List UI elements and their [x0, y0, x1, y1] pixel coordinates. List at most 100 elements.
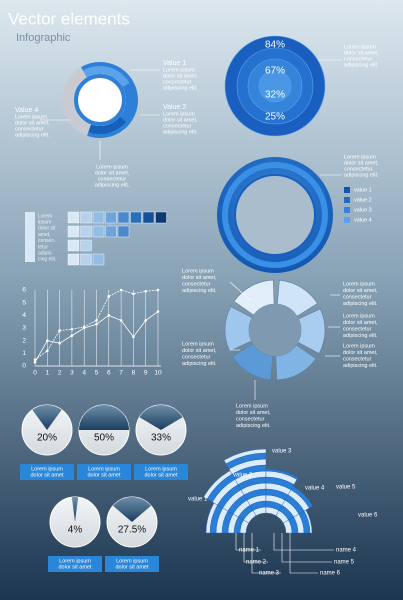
pie-value: 50%	[94, 433, 114, 444]
caption-line: consectetur	[344, 56, 373, 62]
caption-box	[77, 464, 131, 480]
caption-line: dolor sit amet,	[15, 120, 50, 126]
caption-line: Lorem ipsum	[163, 111, 195, 117]
y-tick-label: 3	[22, 325, 26, 332]
fan-name: name 1	[239, 548, 260, 554]
y-tick-label: 0	[22, 363, 26, 370]
pie-slice	[112, 496, 152, 522]
block	[80, 239, 92, 252]
block	[80, 225, 92, 238]
fan-name: name 4	[336, 548, 357, 554]
caption-line: consectetur	[343, 356, 372, 362]
circle-value: 25%	[265, 112, 285, 123]
caption-line: tetur	[38, 244, 48, 250]
ring-hole	[234, 174, 316, 256]
caption-line: adipiscing elit.	[344, 172, 379, 178]
y-tick-label: 4	[22, 312, 26, 319]
series-point	[95, 319, 98, 322]
pie-slice	[79, 405, 129, 430]
caption-line: adipiscing elit.	[95, 182, 130, 188]
series-point	[156, 288, 160, 292]
caption-line: consectetur	[98, 176, 127, 182]
x-tick-label: 6	[107, 370, 111, 377]
series-point	[46, 349, 49, 353]
caption-line: adipiscing elit.	[236, 423, 271, 429]
y-tick-label: 5	[22, 299, 26, 306]
series-point	[70, 327, 74, 331]
series-point	[58, 341, 61, 345]
caption-line: dolor sit amet,	[343, 350, 378, 356]
fan-name: name 2	[246, 560, 267, 566]
caption-line: adipiscing elit.	[182, 361, 217, 367]
caption-box	[48, 556, 102, 572]
block	[67, 225, 80, 238]
fan-name: name 6	[320, 571, 341, 577]
title: Vector elements	[8, 9, 130, 28]
series-line	[34, 289, 159, 360]
leader-line	[229, 281, 251, 301]
fan-value: value 1	[188, 497, 208, 503]
block	[92, 253, 105, 266]
caption-line: consectetur	[182, 354, 211, 360]
circle-value: 67%	[265, 66, 285, 77]
block	[92, 211, 105, 224]
series-point	[107, 314, 111, 317]
caption-line: dolor sit amet	[58, 564, 91, 570]
series-point	[33, 360, 37, 364]
value-label: Value 4	[15, 107, 38, 114]
series-point	[119, 319, 123, 322]
block	[117, 211, 130, 224]
series-point	[95, 322, 98, 326]
caption-line: Lorem ipsum	[236, 403, 268, 409]
caption-line: dolor sit	[38, 226, 56, 232]
circle-level	[258, 69, 292, 103]
pie-value: 27.5%	[118, 525, 146, 536]
caption-line: ipsum	[38, 220, 51, 226]
series-point	[107, 295, 111, 298]
block	[105, 225, 117, 238]
caption-line: consectetur	[163, 79, 192, 85]
caption-line: dolor sit amet	[115, 564, 148, 570]
pie-value: 33%	[151, 433, 171, 444]
legend-label: value 1	[354, 187, 372, 193]
fan-value: value 3	[272, 449, 292, 455]
caption-line: consectetur	[344, 166, 373, 172]
fan-name: name 3	[259, 571, 280, 577]
legend-label: value 4	[354, 217, 372, 223]
fan-band	[290, 485, 314, 509]
caption-line: consec-	[38, 238, 56, 244]
caption-line: Lorem ipsum	[88, 466, 120, 472]
caption-line: adipiscing elit.	[343, 301, 378, 307]
caption-line: dolor sit amet	[30, 472, 63, 478]
block	[67, 239, 80, 252]
ring-band	[222, 162, 328, 268]
subtitle: Infographic	[16, 32, 71, 44]
series-point	[144, 289, 147, 293]
x-tick-label: 7	[119, 370, 123, 377]
y-tick-label: 1	[22, 350, 26, 357]
caption-line: Lorem ipsum	[163, 67, 195, 73]
caption-line: adipiscing elit.	[182, 288, 217, 294]
caption-line: Lorem ipsum	[182, 341, 214, 347]
block	[67, 211, 80, 224]
caption-line: dolor sit amet,	[182, 348, 217, 354]
circle-value: 84%	[265, 40, 285, 51]
fan-band	[303, 509, 313, 534]
caption-line: dolor sit amet,	[95, 170, 130, 176]
y-tick-label: 6	[22, 287, 26, 294]
value-label: Value 2	[163, 104, 186, 111]
block	[155, 211, 167, 224]
pie-slice	[139, 404, 183, 430]
legend-swatch	[344, 207, 350, 213]
caption-line: Lorem ipsum	[343, 313, 375, 319]
fan-value: value 2	[233, 473, 253, 479]
caption-line: Lorem ipsum	[96, 164, 128, 170]
series-point	[33, 358, 37, 361]
caption-line: Lorem	[38, 213, 52, 219]
block-bar	[25, 212, 35, 262]
circle-value: 32%	[265, 90, 285, 101]
caption-line: amet,	[38, 232, 51, 238]
x-tick-label: 2	[58, 370, 62, 377]
caption-box	[20, 464, 74, 480]
